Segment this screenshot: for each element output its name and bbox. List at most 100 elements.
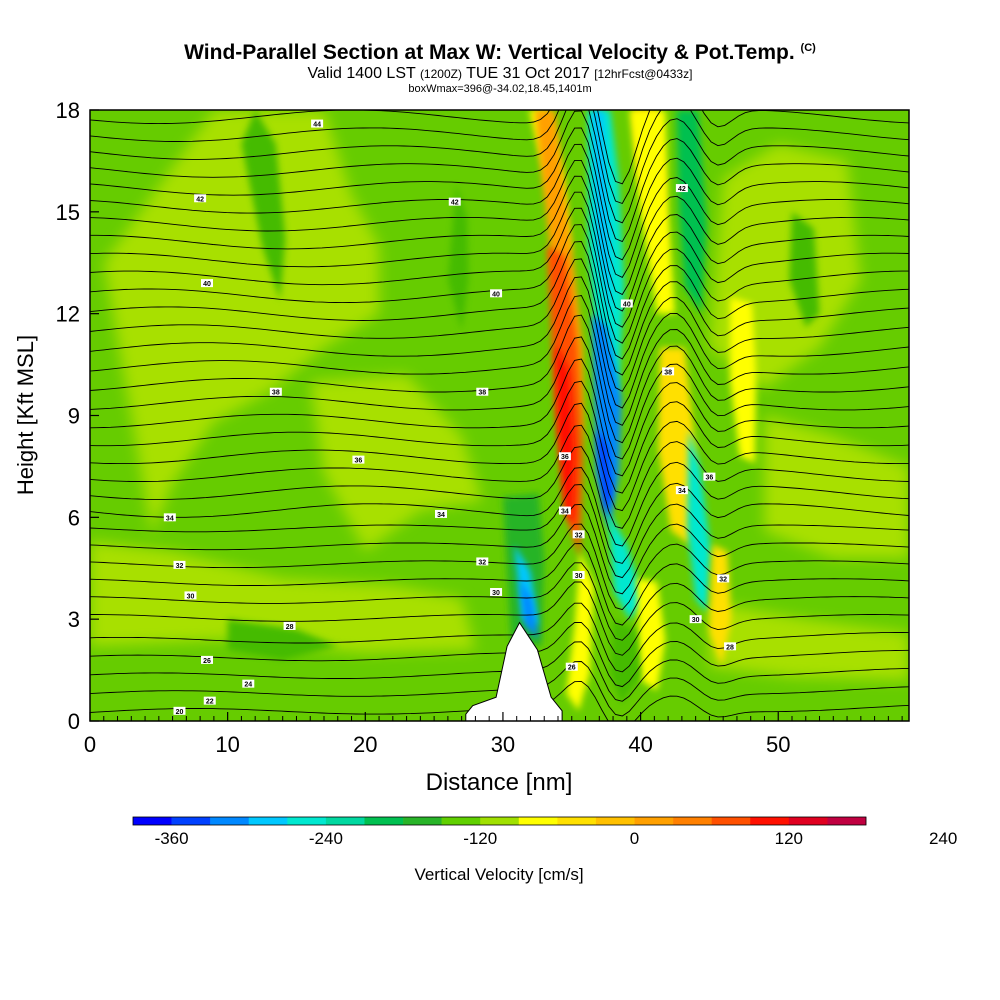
theta-label-text: 30: [692, 617, 700, 624]
theta-label-text: 30: [187, 593, 195, 600]
theta-label-text: 42: [451, 200, 459, 207]
theta-label-text: 40: [623, 301, 631, 308]
velocity-region: [555, 344, 575, 525]
theta-label-text: 34: [166, 515, 174, 522]
velocity-region: [789, 211, 820, 328]
colorbar-swatch: [711, 817, 751, 825]
colorbar-swatch: [673, 817, 712, 825]
colorbar-tick-label: 0: [630, 829, 639, 848]
theta-label-text: 38: [664, 369, 672, 376]
colorbar-swatch: [827, 817, 867, 825]
theta-label: 40: [620, 299, 633, 308]
theta-label: 34: [435, 509, 447, 519]
theta-label-text: 44: [313, 122, 321, 129]
theta-contour: [90, 110, 909, 243]
theta-contour: [90, 602, 909, 673]
theta-contour: [90, 523, 909, 611]
theta-contour: [90, 562, 909, 641]
theta-label-text: 26: [203, 658, 211, 665]
y-tick-label: 9: [68, 404, 80, 429]
theta-label: 42: [448, 197, 461, 207]
x-tick-label: 10: [215, 732, 239, 757]
theta-contour: [90, 175, 909, 312]
theta-label: 30: [689, 615, 702, 624]
theta-label: 30: [184, 591, 197, 600]
theta-label-text: 32: [176, 563, 184, 570]
colorbar-tick-label: -120: [463, 829, 497, 848]
colorbar-swatch: [403, 817, 442, 825]
theta-contour: [90, 358, 909, 477]
colorbar-swatch: [557, 817, 597, 825]
theta-label: 40: [490, 289, 503, 298]
velocity-region: [730, 296, 757, 463]
velocity-region: [764, 415, 909, 559]
theta-label: 34: [163, 513, 176, 522]
theta-label-text: 32: [478, 559, 486, 566]
colorbar-swatch: [133, 817, 172, 825]
theta-label-text: 26: [568, 665, 576, 672]
velocity-region: [636, 578, 666, 691]
y-axis: 0 3 6 9 12 15 18: [56, 98, 99, 734]
theta-label-text: 34: [437, 512, 445, 519]
theta-label: 32: [173, 560, 186, 570]
x-tick-label: 20: [353, 732, 377, 757]
theta-contour: [90, 110, 909, 205]
colorbar: -360-240-1200120240360: [132, 816, 957, 848]
chart-subtitle: Valid 1400 LST (1200Z) TUE 31 Oct 2017 […: [307, 65, 693, 82]
colorbar-swatch: [788, 817, 828, 825]
theta-label-text: 38: [272, 390, 280, 397]
theta-label: 36: [352, 455, 365, 465]
colorbar-label: Vertical Velocity [cm/s]: [414, 865, 583, 884]
velocity-region: [90, 541, 476, 654]
theta-labels: 44 42 42 42 40 40 40 38 38 38 36 36 36 34 34 34 34 32 32 32…: [163, 119, 737, 716]
theta-contour: [90, 110, 909, 185]
theta-contour: [90, 446, 909, 547]
theta-label-text: 32: [719, 576, 727, 583]
colorbar-swatch: [441, 817, 481, 825]
theta-label-text: 32: [575, 532, 583, 539]
theta-label: 34: [558, 506, 571, 516]
theta-contour: [90, 276, 909, 409]
corner-mark: (C): [800, 42, 816, 54]
colorbar-swatch: [248, 817, 288, 825]
theta-label: 22: [203, 696, 216, 706]
theta-label: 44: [311, 119, 324, 129]
colorbar-tick-label: 120: [775, 829, 803, 848]
velocity-region: [610, 619, 641, 704]
theta-label: 40: [201, 279, 213, 288]
theta-label-text: 30: [492, 590, 500, 597]
theta-label: 32: [476, 557, 489, 566]
velocity-region: [241, 110, 286, 301]
theta-contour: [90, 336, 909, 460]
theta-label-text: 40: [203, 281, 211, 288]
theta-label-text: 22: [206, 699, 214, 706]
theta-contour: [90, 258, 909, 392]
x-axis: 0 10 20 30 40 50: [84, 712, 903, 757]
theta-contour: [90, 295, 909, 426]
theta-label: 38: [476, 387, 489, 397]
colorbar-tick-label: -360: [155, 829, 189, 848]
terrain: [465, 621, 563, 721]
theta-label: 26: [201, 655, 213, 665]
box-info: boxWmax=396@-34.02,18.45,1401m: [408, 83, 592, 95]
theta-label: 42: [194, 194, 207, 203]
theta-contours: [90, 110, 909, 721]
y-tick-label: 18: [56, 98, 80, 123]
colorbar-tick-label: -240: [309, 829, 343, 848]
theta-label-text: 40: [492, 291, 500, 298]
y-axis-label: Height [Kft MSL]: [13, 335, 38, 495]
theta-label-text: 24: [244, 682, 252, 689]
theta-label-text: 36: [706, 475, 714, 482]
theta-contour: [90, 241, 909, 376]
colorbar-swatch: [210, 817, 250, 825]
y-tick-label: 15: [56, 200, 80, 225]
colorbar-frame: [132, 816, 867, 826]
theta-label-text: 42: [678, 186, 686, 193]
theta-label: 30: [572, 571, 585, 580]
theta-label: 32: [572, 530, 585, 539]
x-tick-label: 0: [84, 732, 96, 757]
theta-label: 26: [565, 662, 578, 672]
velocity-region: [709, 602, 909, 681]
theta-label-text: 20: [176, 709, 184, 716]
x-tick-label: 30: [491, 732, 515, 757]
